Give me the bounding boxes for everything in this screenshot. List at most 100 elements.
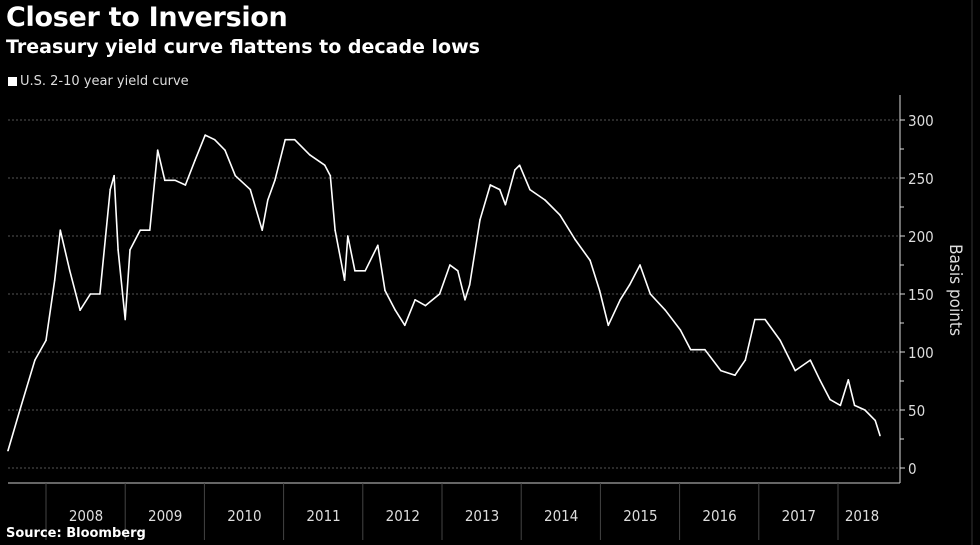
- data-point: [79, 309, 81, 312]
- data-point: [174, 179, 176, 182]
- data-point: [514, 169, 516, 171]
- data-point: [598, 289, 601, 292]
- x-tick-label: 2016: [702, 507, 736, 525]
- y-tick-label: 50: [908, 402, 925, 420]
- y-tick-label: 300: [908, 112, 934, 130]
- source-note: Source: Bloomberg: [6, 526, 146, 541]
- data-point: [529, 188, 531, 191]
- data-point: [346, 235, 349, 237]
- data-point: [464, 299, 466, 301]
- data-point: [364, 270, 366, 272]
- data-point: [649, 293, 652, 295]
- legend-swatch: [8, 77, 17, 86]
- data-point: [864, 409, 866, 411]
- data-point: [394, 309, 397, 312]
- y-tick-label: 0: [908, 460, 917, 478]
- data-point: [334, 229, 336, 231]
- data-point: [124, 318, 126, 321]
- x-tick-label: 2011: [306, 507, 340, 525]
- data-point: [754, 318, 756, 321]
- data-point: [764, 318, 766, 321]
- data-point: [68, 270, 71, 272]
- data-point: [829, 398, 831, 401]
- data-point: [689, 348, 692, 351]
- data-point: [874, 419, 877, 422]
- y-axis-label: Basis points: [945, 244, 965, 336]
- data-point: [156, 149, 159, 151]
- data-point: [213, 138, 216, 141]
- x-tick-label: 2012: [386, 507, 420, 525]
- data-point: [7, 449, 9, 452]
- data-point: [559, 214, 561, 216]
- x-tick-label: 2015: [623, 507, 657, 525]
- data-point: [719, 369, 722, 372]
- legend: U.S. 2-10 year yield curve: [8, 74, 189, 89]
- data-point: [377, 244, 379, 247]
- data-point: [589, 259, 591, 262]
- data-point: [818, 379, 821, 381]
- series-line: [7, 134, 881, 451]
- data-point: [499, 188, 501, 191]
- data-point: [853, 404, 856, 407]
- data-point: [249, 188, 252, 191]
- data-point: [639, 264, 641, 266]
- x-tick-label: 2013: [465, 507, 499, 525]
- data-point: [664, 309, 667, 312]
- data-point: [468, 283, 471, 286]
- data-point: [204, 134, 206, 136]
- chart-subtitle: Treasury yield curve flattens to decade …: [6, 36, 480, 58]
- data-point: [308, 154, 311, 156]
- data-point: [847, 379, 850, 381]
- data-point: [59, 229, 62, 231]
- data-point: [449, 264, 451, 266]
- data-point: [619, 299, 621, 301]
- data-point: [19, 409, 21, 411]
- data-point: [224, 149, 226, 151]
- data-point: [704, 348, 706, 351]
- data-point: [266, 199, 269, 201]
- y-tick-label: 150: [908, 286, 934, 304]
- chart-title: Closer to Inversion: [6, 2, 288, 33]
- data-point: [607, 324, 610, 327]
- data-point: [574, 238, 576, 241]
- data-point: [113, 174, 115, 177]
- legend-label: U.S. 2-10 year yield curve: [20, 74, 189, 89]
- data-point: [734, 374, 736, 377]
- data-point: [518, 164, 521, 167]
- data-point: [274, 179, 276, 182]
- data-point: [794, 369, 797, 372]
- data-point: [628, 283, 631, 286]
- data-point: [129, 249, 131, 251]
- x-tick-label: 2014: [544, 507, 578, 525]
- data-point: [479, 218, 481, 221]
- data-point: [139, 229, 142, 231]
- data-point: [779, 339, 781, 342]
- data-point: [879, 434, 881, 437]
- data-point: [99, 293, 101, 295]
- data-point: [293, 138, 296, 141]
- data-point: [329, 174, 332, 177]
- data-point: [504, 203, 507, 206]
- y-tick-label: 200: [908, 228, 934, 246]
- data-point: [809, 359, 812, 361]
- data-point: [403, 324, 406, 327]
- data-point: [34, 359, 36, 361]
- data-point: [744, 359, 747, 361]
- data-point: [53, 279, 56, 281]
- data-point: [489, 184, 492, 186]
- data-point: [117, 249, 119, 251]
- data-point: [45, 339, 47, 342]
- data-point: [184, 184, 187, 186]
- data-point: [109, 188, 111, 191]
- data-point: [261, 229, 264, 231]
- y-tick-label: 100: [908, 344, 934, 362]
- data-point: [164, 179, 166, 182]
- x-tick-label: 2010: [227, 507, 261, 525]
- data-point: [343, 279, 346, 281]
- data-point: [544, 199, 546, 201]
- data-point: [323, 164, 326, 167]
- data-point: [284, 138, 286, 141]
- data-point: [679, 329, 682, 331]
- data-point: [457, 270, 459, 272]
